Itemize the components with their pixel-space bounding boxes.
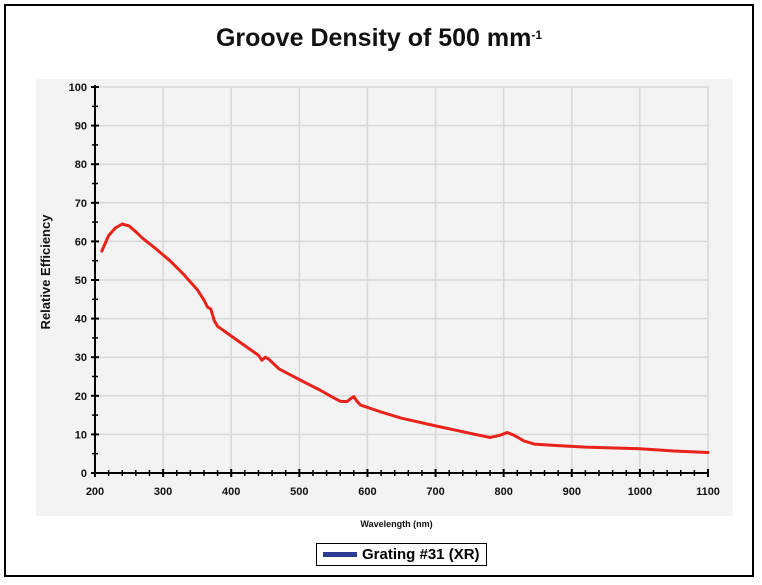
x-tick-label: 900 [563,486,581,498]
x-tick-label: 600 [358,486,376,498]
x-tick-label: 400 [222,486,240,498]
y-tick-label: 90 [75,121,87,133]
y-tick-label: 0 [81,468,87,480]
x-tick-label: 500 [290,486,308,498]
x-tick-label: 1100 [696,486,720,498]
plot-background [36,79,733,516]
legend: Grating #31 (XR) [316,543,487,566]
legend-swatch [323,552,357,557]
x-tick-label: 800 [494,486,512,498]
x-tick-label: 200 [86,486,104,498]
y-tick-label: 50 [75,275,87,287]
y-axis-label: Relative Efficiency [38,214,53,330]
y-tick-label: 10 [75,429,87,441]
series-line [100,222,710,454]
chart-svg: 0 10 20 30 40 50 60 70 80 90 100 200 300 400 500 600 700… [38,82,720,529]
x-tick-label: 1000 [628,486,652,498]
y-tick-label: 60 [75,236,87,248]
legend-label: Grating #31 (XR) [362,546,480,563]
y-tick-label: 40 [75,314,87,326]
chart-title-superscript: -1 [531,28,543,42]
y-tick-label: 70 [75,198,87,210]
y-tick-label: 20 [75,391,87,403]
chart-title: Groove Density of 500 mm-1 [215,24,543,52]
chart-frame: Groove Density of 500 mm-1 0 10 20 30 40 50 60… [4,4,754,577]
x-tick-label: 300 [154,486,172,498]
x-tick-label: 700 [426,486,444,498]
y-tick-label: 100 [69,82,87,94]
y-tick-label: 80 [75,159,87,171]
y-tick-label: 30 [75,352,87,364]
x-axis-label: Wavelength (nm) [360,519,432,529]
